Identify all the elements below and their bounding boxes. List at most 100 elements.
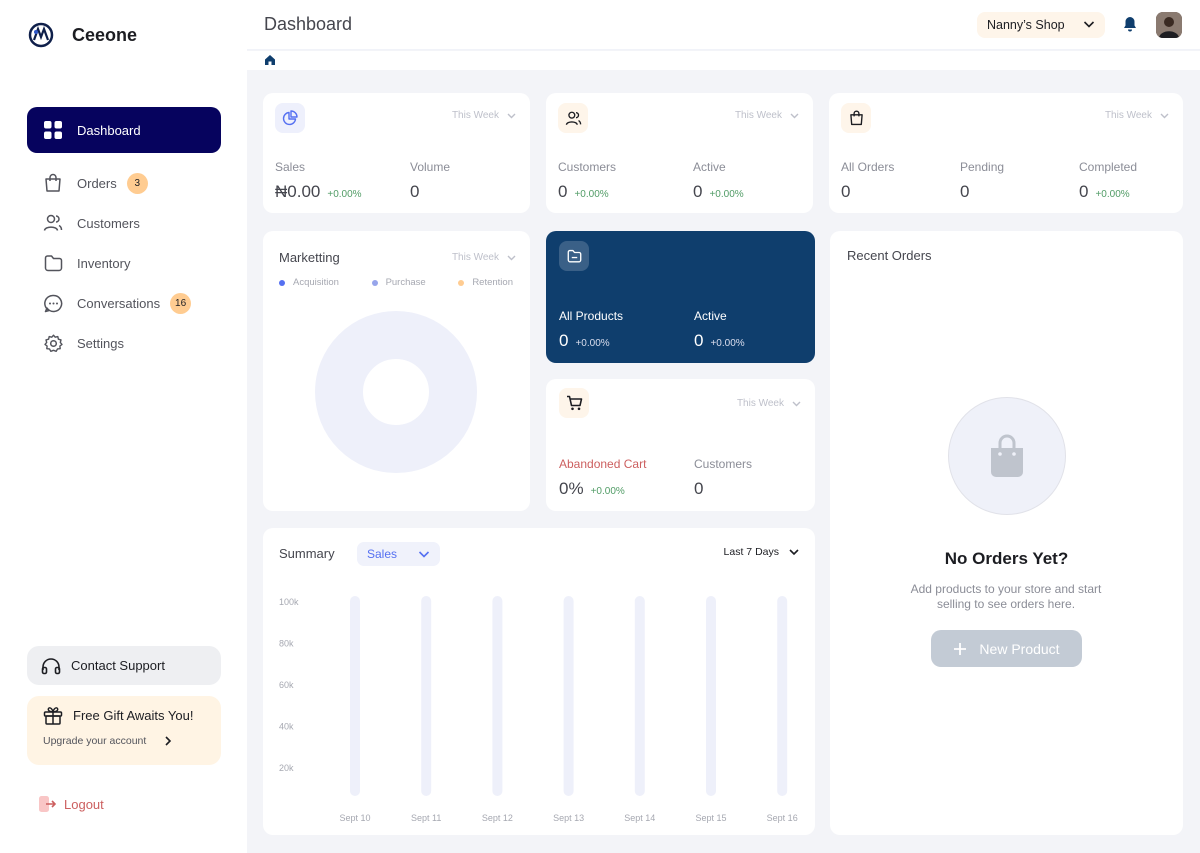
y-tick-label: 100k — [279, 597, 299, 607]
nav-customers[interactable]: Customers — [27, 200, 221, 246]
summary-metric-value: Sales — [367, 547, 398, 561]
folder-icon — [559, 241, 589, 271]
legend-dot — [458, 279, 465, 286]
stat-active: Active 0 +0.00% — [693, 160, 744, 202]
legend-item-retention: Retention — [458, 277, 513, 288]
chevron-down-icon — [507, 113, 516, 118]
stat-change: +0.00% — [710, 338, 745, 349]
marketing-card: Marketting This Week Acquisition Purchas… — [263, 231, 530, 511]
customers-period-select[interactable]: This Week — [735, 110, 799, 121]
marketing-period-select[interactable]: This Week — [452, 252, 516, 263]
stat-cart-customers: Customers 0 — [694, 457, 752, 499]
logout-button[interactable]: Logout — [38, 795, 104, 813]
empty-state-title: No Orders Yet? — [944, 549, 1069, 568]
empty-state-description: Add products to your store and start sel… — [910, 582, 1102, 611]
chevron-down-icon — [507, 255, 516, 260]
stat-label: Sales — [275, 160, 306, 174]
orders-period-select[interactable]: This Week — [1105, 110, 1169, 121]
logout-icon — [39, 796, 56, 812]
orders-badge: 3 — [126, 172, 148, 194]
shop-select[interactable]: Nanny’s Shop — [977, 12, 1105, 38]
chevron-down-icon — [1160, 113, 1169, 118]
conversations-badge: 16 — [170, 292, 192, 314]
stat-change: +0.00% — [590, 486, 625, 497]
products-card: All Products 0 +0.00% Active 0 +0.00% — [546, 231, 815, 363]
headphones-icon — [41, 657, 61, 674]
x-tick-label: Sept 13 — [553, 813, 584, 823]
customers-card: This Week Customers 0 +0.00% Active 0 +0.0… — [546, 93, 813, 213]
gear-icon — [43, 333, 63, 353]
legend-dot — [371, 279, 378, 286]
y-tick-label: 20k — [279, 763, 294, 773]
stat-label: Active — [694, 309, 727, 323]
x-tick-label: Sept 16 — [767, 813, 798, 823]
cart-period-select[interactable]: This Week — [737, 398, 801, 409]
period-label: This Week — [736, 398, 784, 409]
period-label: This Week — [734, 110, 782, 121]
brand[interactable]: Ceeone — [28, 22, 137, 48]
bag-icon — [43, 173, 63, 193]
nav-conversations[interactable]: Conversations 16 — [27, 280, 221, 326]
top-header: Dashboard Nanny’s Shop — [247, 0, 1200, 50]
nav-settings[interactable]: Settings — [27, 320, 221, 366]
stat-label: Pending — [960, 160, 1005, 174]
y-tick-label: 40k — [279, 722, 294, 732]
marketing-donut-chart — [315, 311, 477, 473]
legend-item-acquisition: Acquisition — [279, 277, 339, 288]
stat-pending: Pending 0 — [960, 160, 1004, 202]
chevron-down-icon — [418, 551, 430, 558]
legend-label: Purchase — [385, 277, 426, 288]
logout-label: Logout — [64, 796, 104, 812]
stat-value: 0 — [841, 182, 851, 201]
stat-value: 0 — [558, 182, 568, 201]
x-tick-label: Sept 10 — [339, 813, 370, 823]
new-product-button[interactable]: New Product — [931, 630, 1082, 667]
cart-card: This Week Abandoned Cart 0% +0.00% Custom… — [546, 379, 815, 511]
bar-track — [350, 596, 360, 796]
cart-icon — [559, 388, 589, 418]
upgrade-card[interactable]: Free Gift Awaits You! Upgrade your accou… — [27, 696, 221, 765]
nav-label: Dashboard — [77, 122, 141, 138]
home-icon[interactable] — [264, 54, 276, 66]
nav-orders[interactable]: Orders 3 — [27, 160, 221, 206]
user-avatar[interactable] — [1156, 12, 1182, 38]
shopping-bag-icon — [991, 434, 1023, 477]
stat-change: +0.00% — [575, 338, 610, 349]
nav-label: Conversations — [77, 295, 161, 311]
x-tick-label: Sept 12 — [482, 813, 513, 823]
donut-empty-ring — [315, 311, 477, 473]
dashboard-icon — [43, 120, 63, 140]
legend-item-purchase: Purchase — [371, 277, 426, 288]
gift-title: Free Gift Awaits You! — [73, 708, 194, 723]
stat-label: Abandoned Cart — [559, 457, 647, 471]
summary-range-select[interactable]: Last 7 Days — [724, 546, 799, 558]
gift-icon — [43, 707, 63, 725]
summary-range-value: Last 7 Days — [723, 546, 779, 558]
chat-icon — [43, 293, 63, 313]
notification-bell-icon[interactable] — [1123, 16, 1137, 32]
pie-chart-icon — [275, 103, 305, 133]
contact-support-label: Contact Support — [71, 658, 165, 673]
stat-value: 0 — [693, 182, 703, 201]
upgrade-link[interactable]: Upgrade your account — [43, 735, 147, 747]
bar-track — [492, 596, 503, 796]
stat-label: Customers — [694, 457, 753, 471]
recent-orders-title: Recent Orders — [847, 248, 932, 263]
recent-orders-card: Recent Orders No Orders Yet? Add product… — [830, 231, 1183, 835]
nav-inventory[interactable]: Inventory — [27, 240, 221, 286]
marketing-title: Marketting — [279, 250, 340, 265]
summary-metric-select[interactable]: Sales — [357, 542, 440, 566]
stat-value: ₦0.00 — [275, 182, 321, 201]
nav-dashboard[interactable]: Dashboard — [27, 107, 221, 153]
nav-label: Settings — [77, 335, 124, 351]
summary-bar-chart: 100k 80k 60k 40k 20k Sept 10 Sept 11 Sept 12 Sep… — [279, 596, 798, 823]
chevron-right-icon — [165, 736, 172, 746]
stat-completed: Completed 0 +0.00% — [1079, 160, 1137, 202]
period-label: This Week — [1104, 110, 1152, 121]
stat-products-active: Active 0 +0.00% — [694, 309, 745, 351]
stat-value: 0% — [559, 479, 584, 498]
sales-period-select[interactable]: This Week — [452, 110, 516, 121]
contact-support-button[interactable]: Contact Support — [27, 646, 221, 685]
summary-card: Summary Sales Last 7 Days 100k 80k 60k 40k 2… — [263, 528, 815, 835]
chevron-down-icon — [792, 401, 801, 406]
